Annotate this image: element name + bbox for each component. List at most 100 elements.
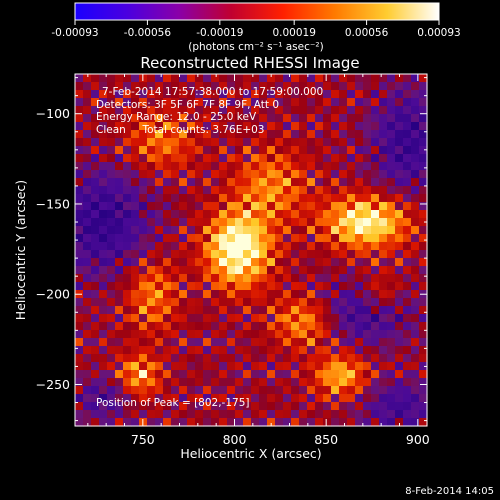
heatmap-cell [267, 106, 276, 115]
heatmap-cell [411, 306, 420, 315]
heatmap-cell [419, 402, 428, 411]
heatmap-cell [307, 186, 316, 195]
heatmap-cell [203, 386, 212, 395]
heatmap-cell [331, 306, 340, 315]
heatmap-cell [291, 322, 300, 331]
heatmap-cell [299, 98, 308, 107]
heatmap-cell [115, 146, 124, 155]
heatmap-cell [299, 402, 308, 411]
heatmap-cell [99, 298, 108, 307]
heatmap-cell [403, 138, 412, 147]
heatmap-cell [347, 266, 356, 275]
heatmap-cell [211, 242, 220, 251]
heatmap-cell [283, 362, 292, 371]
heatmap-cell [131, 234, 140, 243]
heatmap-cell [195, 186, 204, 195]
heatmap-cell [243, 106, 252, 115]
heatmap-cell [227, 354, 236, 363]
heatmap-cell [211, 378, 220, 387]
heatmap-cell [395, 298, 404, 307]
heatmap-cell [163, 82, 172, 91]
heatmap-cell [283, 306, 292, 315]
heatmap-cell [171, 218, 180, 227]
heatmap-cell [323, 362, 332, 371]
heatmap-cell [107, 418, 116, 427]
heatmap-cell [219, 258, 228, 267]
heatmap-cell [371, 74, 380, 83]
heatmap-cell [155, 130, 164, 139]
heatmap-cell [187, 418, 196, 427]
heatmap-cell [91, 402, 100, 411]
heatmap-cell [299, 370, 308, 379]
heatmap-cell [123, 82, 132, 91]
heatmap-cell [123, 202, 132, 211]
heatmap-cell [163, 378, 172, 387]
heatmap-cell [99, 242, 108, 251]
heatmap-cell [163, 394, 172, 403]
heatmap-cell [115, 258, 124, 267]
heatmap-cell [75, 90, 84, 99]
heatmap-cell [339, 282, 348, 291]
heatmap-cell [219, 362, 228, 371]
heatmap-cell [411, 290, 420, 299]
heatmap-cell [259, 258, 268, 267]
heatmap-cell [227, 274, 236, 283]
heatmap-cell [403, 282, 412, 291]
heatmap-cell [275, 242, 284, 251]
heatmap-cell [139, 210, 148, 219]
heatmap-cell [147, 330, 156, 339]
heatmap-cell [227, 74, 236, 83]
heatmap-cell [243, 258, 252, 267]
heatmap-cell [131, 154, 140, 163]
heatmap-cell [307, 154, 316, 163]
heatmap-cell [155, 250, 164, 259]
heatmap-cell [75, 202, 84, 211]
heatmap-cell [267, 362, 276, 371]
heatmap-cell [307, 330, 316, 339]
heatmap-cell [187, 410, 196, 419]
heatmap-cell [91, 266, 100, 275]
heatmap-cell [179, 338, 188, 347]
heatmap-cell [219, 82, 228, 91]
heatmap-cell [307, 258, 316, 267]
heatmap-cell [395, 130, 404, 139]
heatmap-cell [91, 322, 100, 331]
heatmap-cell [315, 306, 324, 315]
heatmap-cell [419, 378, 428, 387]
heatmap-cell [315, 218, 324, 227]
heatmap-cell [243, 362, 252, 371]
heatmap-cell [275, 178, 284, 187]
heatmap-cell [91, 282, 100, 291]
heatmap-cell [363, 74, 372, 83]
heatmap-cell [339, 122, 348, 131]
heatmap-cell [251, 338, 260, 347]
heatmap-cell [315, 106, 324, 115]
heatmap-cell [171, 178, 180, 187]
heatmap-cell [291, 130, 300, 139]
heatmap-cell [291, 330, 300, 339]
heatmap-cell [91, 354, 100, 363]
heatmap-cell [331, 162, 340, 171]
heatmap-cell [227, 162, 236, 171]
heatmap-cell [243, 322, 252, 331]
heatmap-cell [99, 162, 108, 171]
heatmap-cell [395, 322, 404, 331]
heatmap-cell [203, 122, 212, 131]
heatmap-cell [107, 402, 116, 411]
heatmap-cell [179, 394, 188, 403]
heatmap-cell [107, 394, 116, 403]
heatmap-cell [219, 394, 228, 403]
heatmap-cell [139, 250, 148, 259]
heatmap-cell [187, 386, 196, 395]
heatmap-cell [363, 170, 372, 179]
heatmap-cell [355, 130, 364, 139]
heatmap-cell [107, 282, 116, 291]
heatmap-cell [323, 178, 332, 187]
heatmap-cell [331, 82, 340, 91]
heatmap-cell [387, 242, 396, 251]
heatmap-cell [235, 178, 244, 187]
heatmap-cell [155, 362, 164, 371]
heatmap-cell [147, 154, 156, 163]
heatmap-cell [251, 266, 260, 275]
heatmap-cell [315, 282, 324, 291]
